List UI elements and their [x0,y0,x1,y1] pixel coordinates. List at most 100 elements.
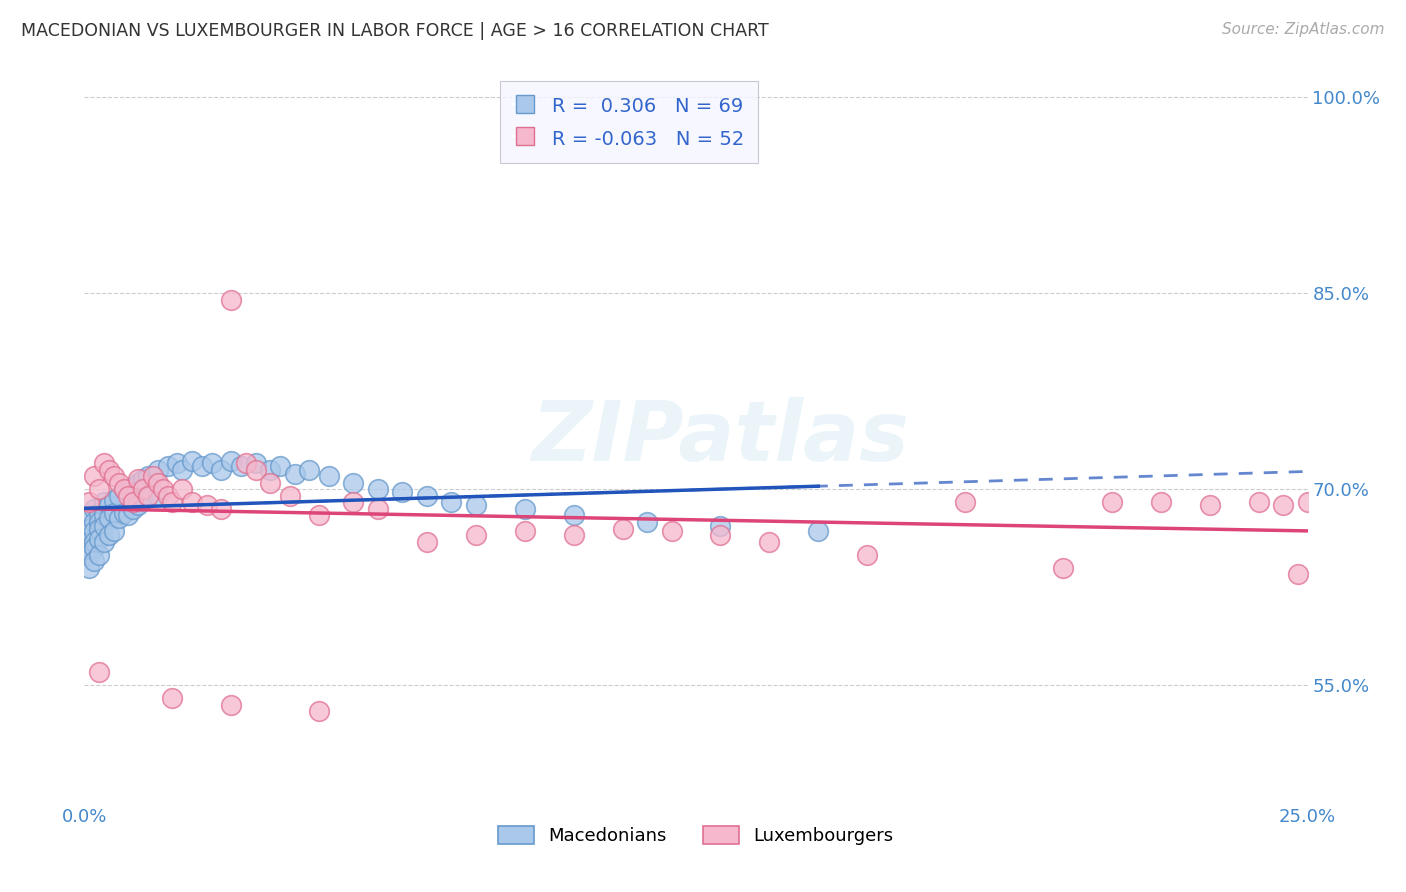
Point [146,489,169,503]
Point [83,554,105,568]
Point [77,560,100,574]
Point [269,458,291,473]
Point [122,502,145,516]
Point [245,463,267,477]
Point [127,472,149,486]
Point [367,502,389,516]
Point [464,528,486,542]
Point [416,534,439,549]
Point [87,665,110,680]
Point [1101,495,1123,509]
Point [93,456,115,470]
Point [87,515,110,529]
Point [146,475,169,490]
Point [93,534,115,549]
Point [636,515,658,529]
Point [200,456,222,470]
Point [83,469,105,483]
Point [87,506,110,520]
Point [191,458,214,473]
Point [513,524,536,538]
Point [318,469,340,483]
Point [612,521,634,535]
Point [807,524,830,538]
Point [107,475,129,490]
Point [107,511,129,525]
Point [142,469,165,483]
Point [342,495,364,509]
Point [229,458,252,473]
Point [112,483,135,497]
Point [136,489,159,503]
Point [87,521,110,535]
Point [132,492,155,507]
Point [103,492,125,507]
Point [181,495,204,509]
Point [77,548,100,562]
Point [219,453,242,467]
Point [1052,560,1074,574]
Point [136,469,159,483]
Point [103,506,125,520]
Point [77,508,100,523]
Point [97,528,120,542]
Point [1296,495,1319,509]
Point [298,463,321,477]
Point [1150,495,1173,509]
Point [83,515,105,529]
Point [1272,498,1295,512]
Point [112,483,135,497]
Point [127,498,149,512]
Point [107,489,129,503]
Point [953,495,976,509]
Point [308,508,330,523]
Legend: Macedonians, Luxembourgers: Macedonians, Luxembourgers [491,819,901,852]
Point [87,548,110,562]
Point [1198,498,1220,512]
Point [83,534,105,549]
Point [117,489,139,503]
Point [166,456,188,470]
Point [1286,567,1309,582]
Point [259,475,281,490]
Point [156,489,179,503]
Point [162,691,184,706]
Point [93,519,115,533]
Point [440,495,463,509]
Point [235,456,257,470]
Point [117,485,139,500]
Point [464,498,486,512]
Point [172,483,194,497]
Point [112,506,135,520]
Point [245,456,267,470]
Point [132,483,155,497]
Point [172,463,194,477]
Point [856,548,879,562]
Point [156,458,179,473]
Point [117,508,139,523]
Point [278,489,301,503]
Point [93,495,115,509]
Point [83,541,105,555]
Point [219,293,242,307]
Point [342,475,364,490]
Point [391,485,413,500]
Point [562,508,585,523]
Point [83,524,105,538]
Point [77,495,100,509]
Point [219,698,242,712]
Point [97,498,120,512]
Point [259,463,281,477]
Text: Source: ZipAtlas.com: Source: ZipAtlas.com [1222,22,1385,37]
Point [181,453,204,467]
Point [77,541,100,555]
Point [367,483,389,497]
Point [103,469,125,483]
Point [97,511,120,525]
Point [87,483,110,497]
Point [284,467,307,481]
Point [513,502,536,516]
Point [103,524,125,538]
Point [162,495,184,509]
Text: MACEDONIAN VS LUXEMBOURGER IN LABOR FORCE | AGE > 16 CORRELATION CHART: MACEDONIAN VS LUXEMBOURGER IN LABOR FORC… [21,22,769,40]
